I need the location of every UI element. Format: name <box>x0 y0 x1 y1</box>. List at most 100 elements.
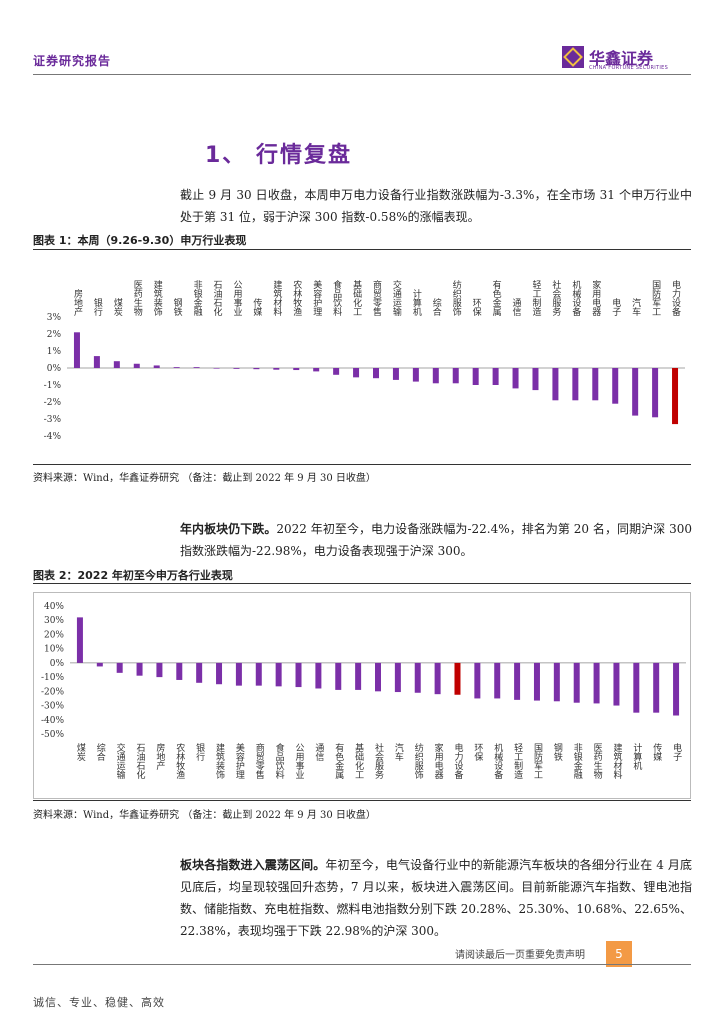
category-label: 医药生物 <box>132 280 143 317</box>
bar-通信 <box>315 662 322 689</box>
category-label: 纺织服饰 <box>451 279 462 317</box>
category-label: 银行 <box>194 742 205 762</box>
figure1-chart: 3% 2% 1% 0% -1% -2% -3% -4% 房地产 银行 煤炭 医药生物 建筑装饰 钢铁 非银金… <box>33 252 691 457</box>
y-tick-label: 30% <box>44 616 64 626</box>
category-label: 综合 <box>95 742 106 762</box>
bar-商贸零售 <box>373 368 379 379</box>
category-label: 房地产 <box>72 288 83 317</box>
category-label: 轻工制造 <box>530 279 541 317</box>
category-label: 社会服务 <box>550 279 561 317</box>
paragraph-weekly-summary: 截止 9 月 30 日收盘，本周申万电力设备行业指数涨跌幅为-3.3%，在全市场… <box>180 188 692 224</box>
category-label: 传媒 <box>251 297 261 317</box>
category-label: 非银金融 <box>192 279 203 317</box>
disclaimer-note: 请阅读最后一页重要免责声明 <box>455 950 585 961</box>
y-tick-label: -20% <box>41 687 64 697</box>
bar-农林牧渔 <box>293 368 300 371</box>
bar-家用电器 <box>434 662 441 695</box>
figure2-title: 图表 2：2022 年初至今申万各行业表现 <box>33 569 233 582</box>
category-label: 有色金属 <box>333 742 344 780</box>
category-label: 环保 <box>472 743 483 762</box>
y-tick-label: 0% <box>47 364 62 374</box>
bar-计算机 <box>412 368 419 382</box>
bar-交通运输 <box>392 368 399 380</box>
bar-环保 <box>474 662 481 699</box>
category-label: 家用电器 <box>590 279 601 316</box>
bar-计算机 <box>633 662 640 713</box>
bar-建筑材料 <box>613 662 620 706</box>
category-label: 计算机 <box>411 288 422 317</box>
y-tick-label: -2% <box>44 398 62 408</box>
category-label: 基础化工 <box>353 742 364 779</box>
category-label: 电子 <box>671 742 682 761</box>
bar-房地产 <box>73 332 80 368</box>
category-label: 电力设备 <box>452 742 463 779</box>
bar-建筑装饰 <box>216 662 223 685</box>
category-label: 环保 <box>471 298 482 317</box>
category-label: 传媒 <box>651 742 662 762</box>
company-motto: 诚信、专业、稳健、高效 <box>33 996 165 1009</box>
category-label: 商贸零售 <box>254 742 265 780</box>
bar-非银金融 <box>193 367 200 368</box>
category-label: 建筑材料 <box>271 279 282 317</box>
category-label: 煤炭 <box>75 742 86 762</box>
page-number: 5 <box>606 941 632 967</box>
category-label: 钢铁 <box>552 742 563 762</box>
category-label: 煤炭 <box>112 297 123 317</box>
bar-基础化工 <box>355 662 362 690</box>
bar-商贸零售 <box>255 662 262 686</box>
bar-纺织服饰 <box>414 662 421 693</box>
bar-有色金属 <box>492 368 499 385</box>
bar-农林牧渔 <box>176 662 183 680</box>
figure1-bottom-rule <box>33 464 691 465</box>
paragraph-ytd-summary: 年内板块仍下跌。2022 年初至今，电力设备涨跌幅为-22.4%，排名为第 20… <box>180 518 692 562</box>
category-label: 商贸零售 <box>371 279 382 317</box>
category-label: 医药生物 <box>592 743 603 780</box>
category-label: 通信 <box>511 298 522 317</box>
y-tick-label: 2% <box>47 330 62 340</box>
category-label: 房地产 <box>154 742 165 771</box>
bar-银行 <box>196 662 203 683</box>
bar-交通运输 <box>116 662 123 673</box>
y-tick-label: 10% <box>44 645 64 655</box>
bar-传媒 <box>653 662 660 713</box>
bar-传媒 <box>253 368 260 370</box>
bar-食品饮料 <box>333 368 340 375</box>
bar-机械设备 <box>572 368 579 401</box>
bar-医药生物 <box>593 662 600 704</box>
category-label: 农林牧渔 <box>174 742 185 779</box>
category-label: 建筑装饰 <box>152 279 163 317</box>
ytd-text: 2022 年初至今，电力设备涨跌幅为-22.4%，排名为第 20 名，同期沪深 … <box>180 522 692 558</box>
paragraph-index-range: 板块各指数进入震荡区间。年初至今，电气设备行业中的新能源汽车板块的各细分行业在 … <box>180 854 692 942</box>
y-tick-label: 20% <box>44 630 64 640</box>
y-tick-label: 0% <box>50 659 65 669</box>
category-label: 计算机 <box>631 742 642 771</box>
bar-电子 <box>673 662 680 716</box>
y-tick-label: -30% <box>41 702 64 712</box>
bar-非银金融 <box>573 662 580 703</box>
category-label: 钢铁 <box>172 297 183 317</box>
bar-美容护理 <box>235 662 242 686</box>
bar-国防军工 <box>533 662 540 701</box>
section-title: 1、 行情复盘 <box>205 143 352 168</box>
category-label: 通信 <box>313 743 324 762</box>
category-label: 石油石化 <box>212 280 223 317</box>
report-header-title: 证券研究报告 <box>33 54 112 68</box>
category-label: 非银金融 <box>572 742 583 780</box>
bar-建筑材料 <box>273 368 280 370</box>
category-label: 银行 <box>92 297 103 317</box>
category-label: 汽车 <box>630 297 641 317</box>
figure2-bar-chart: 40% 30% 20% 10% 0% -10% -20% -30% -40% -50% 煤炭 综合 交通… <box>41 602 686 780</box>
category-label: 基础化工 <box>351 279 362 316</box>
bar-电力设备 <box>454 662 461 695</box>
category-label: 汽车 <box>393 742 404 762</box>
bar-钢铁 <box>173 367 180 368</box>
category-label: 建筑装饰 <box>214 742 225 780</box>
bar-钢铁 <box>553 662 560 702</box>
category-label: 综合 <box>431 297 442 317</box>
y-tick-label: -1% <box>44 381 62 391</box>
category-label: 交通运输 <box>115 742 126 780</box>
category-label: 机械设备 <box>570 279 581 316</box>
bar-汽车 <box>394 662 401 693</box>
category-label: 交通运输 <box>391 279 402 317</box>
category-label: 纺织服饰 <box>413 742 424 780</box>
